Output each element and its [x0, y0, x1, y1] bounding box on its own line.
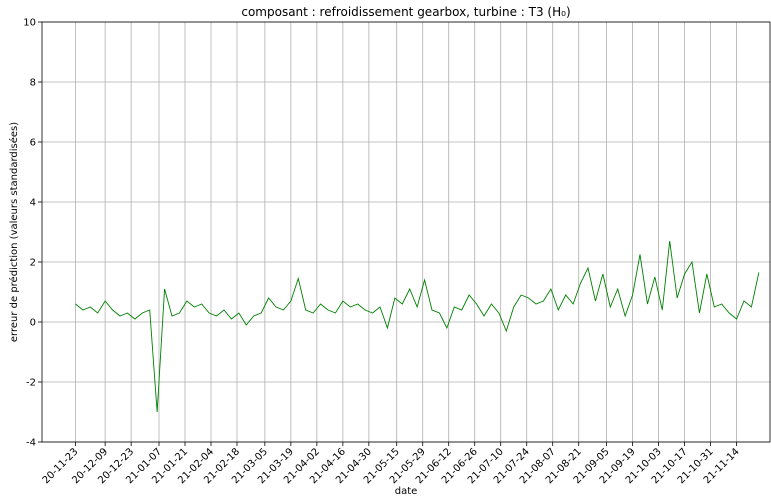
x-axis-label: date [395, 486, 418, 497]
y-tick-label: 6 [30, 138, 36, 149]
y-tick-label: 10 [23, 18, 36, 29]
y-tick-label: 2 [30, 258, 36, 269]
y-tick-label: -2 [26, 378, 36, 389]
y-tick-label: 0 [30, 318, 36, 329]
y-tick-label: 8 [30, 78, 36, 89]
y-tick-label: -4 [26, 438, 36, 449]
y-tick-label: 4 [30, 198, 36, 209]
plot-frame [41, 21, 771, 443]
data-line [75, 240, 760, 413]
chart-title: composant : refroidissement gearbox, tur… [241, 5, 570, 19]
y-axis-label: erreur de prédiction (valeurs standardis… [8, 122, 20, 342]
